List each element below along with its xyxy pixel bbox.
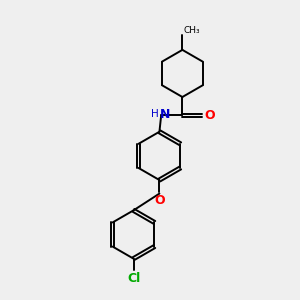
Text: O: O [155, 194, 165, 207]
Text: Cl: Cl [127, 272, 140, 285]
Text: O: O [205, 109, 215, 122]
Text: H: H [151, 110, 159, 119]
Text: CH₃: CH₃ [183, 26, 200, 34]
Text: N: N [160, 108, 170, 121]
